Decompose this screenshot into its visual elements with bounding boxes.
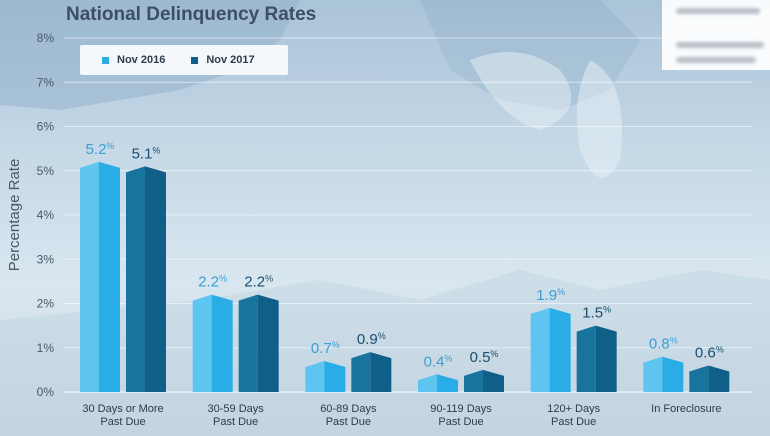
bar-left-facet — [418, 374, 437, 392]
data-label: 5.2% — [86, 141, 115, 158]
y-tick-label: 1% — [37, 341, 55, 355]
data-label: 1.9% — [536, 287, 565, 304]
data-label: 0.6% — [695, 344, 724, 361]
bar — [549, 307, 571, 392]
data-label: 0.5% — [470, 349, 499, 366]
bar — [437, 374, 458, 392]
bar — [257, 294, 279, 392]
blurred-text-line — [676, 57, 756, 63]
bar — [145, 166, 166, 392]
data-label: 1.5% — [582, 305, 611, 322]
y-tick-label: 5% — [37, 164, 55, 178]
chart-legend: Nov 2016 Nov 2017 — [80, 45, 288, 75]
bar-left-facet — [126, 166, 145, 392]
legend-swatch-nov-2016 — [102, 56, 109, 64]
y-tick-label: 2% — [37, 297, 55, 311]
blurred-text-line — [676, 42, 764, 48]
x-tick-label: 30 Days or More Past Due — [82, 403, 163, 428]
data-label: 0.4% — [424, 353, 453, 370]
y-tick-label: 6% — [37, 120, 55, 134]
legend-label-nov-2016: Nov 2016 — [117, 54, 166, 66]
bar — [370, 352, 392, 392]
bar-left-facet — [576, 325, 596, 392]
legend-swatch-nov-2017 — [191, 56, 199, 64]
x-tick-label: 30-59 Days Past Due — [208, 403, 265, 428]
y-tick-label: 3% — [37, 252, 55, 266]
bar — [595, 325, 617, 392]
y-tick-label: 8% — [37, 31, 55, 45]
bar-left-facet — [464, 369, 483, 392]
side-text-panel — [662, 0, 770, 70]
data-label: 5.1% — [132, 145, 161, 162]
data-label: 2.2% — [198, 274, 227, 291]
y-axis-title: Percentage Rate — [6, 159, 23, 272]
y-tick-label: 0% — [37, 385, 55, 399]
bar-left-facet — [238, 294, 258, 392]
blurred-text-line — [676, 8, 760, 14]
bar-left-facet — [351, 352, 371, 392]
legend-item-nov-2017: Nov 2017 — [191, 54, 255, 66]
data-label: 0.9% — [357, 331, 386, 348]
bar-left-facet — [80, 161, 99, 392]
bar — [211, 294, 233, 392]
y-tick-label: 7% — [37, 75, 55, 89]
data-label: 0.8% — [649, 336, 678, 353]
y-tick-label: 4% — [37, 208, 55, 222]
bar — [662, 356, 684, 392]
legend-label-nov-2017: Nov 2017 — [206, 54, 255, 66]
bar — [99, 161, 120, 392]
bar-left-facet — [305, 361, 325, 392]
x-tick-label: 120+ Days Past Due — [547, 403, 600, 428]
bar — [324, 361, 346, 392]
bar-left-facet — [192, 294, 212, 392]
legend-item-nov-2016: Nov 2016 — [102, 54, 165, 66]
bar — [708, 365, 730, 392]
bar-left-facet — [530, 307, 550, 392]
data-label: 0.7% — [311, 340, 340, 357]
bar-left-facet — [643, 356, 663, 392]
x-tick-label: 60-89 Days Past Due — [320, 403, 377, 428]
x-tick-label: In Foreclosure — [651, 403, 721, 415]
x-tick-label: 90-119 Days Past Due — [430, 403, 492, 428]
bar — [483, 369, 504, 392]
bar-left-facet — [689, 365, 709, 392]
data-label: 2.2% — [244, 274, 273, 291]
chart-title: National Delinquency Rates — [66, 4, 317, 25]
